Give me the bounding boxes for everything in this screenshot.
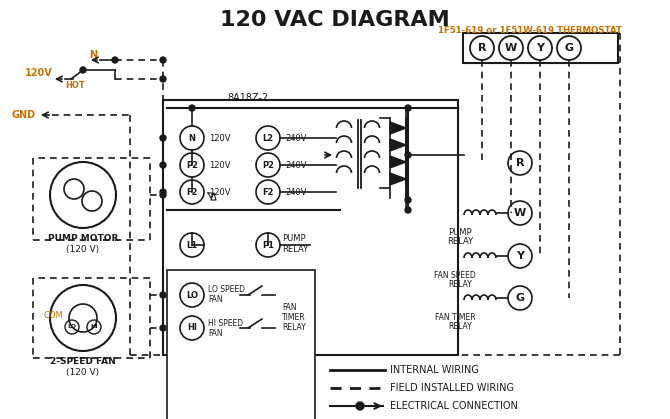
Text: FIELD INSTALLED WIRING: FIELD INSTALLED WIRING: [390, 383, 514, 393]
Text: HOT: HOT: [65, 80, 85, 90]
Circle shape: [405, 105, 411, 111]
Text: (120 V): (120 V): [66, 368, 100, 377]
Circle shape: [160, 135, 166, 141]
Text: HI: HI: [187, 323, 197, 333]
Text: F2: F2: [186, 187, 198, 197]
Text: N: N: [188, 134, 196, 142]
Bar: [163, 100, 458, 355]
Circle shape: [356, 402, 364, 410]
Circle shape: [160, 325, 166, 331]
Text: L1: L1: [186, 241, 198, 249]
Text: Y: Y: [516, 251, 524, 261]
Bar: [167, 270, 315, 419]
Text: (120 V): (120 V): [66, 245, 100, 254]
Text: FAN: FAN: [282, 303, 297, 313]
Text: FAN SPEED: FAN SPEED: [434, 271, 476, 280]
Circle shape: [160, 162, 166, 168]
Text: RELAY: RELAY: [282, 323, 306, 333]
Polygon shape: [390, 122, 406, 134]
Text: RELAY: RELAY: [448, 280, 472, 289]
Circle shape: [405, 207, 411, 213]
Circle shape: [405, 152, 411, 158]
Text: R: R: [516, 158, 524, 168]
Text: P1: P1: [262, 241, 274, 249]
Text: LO SPEED: LO SPEED: [208, 285, 245, 295]
Text: TIMER: TIMER: [282, 313, 306, 323]
Circle shape: [112, 57, 118, 63]
Text: P2: P2: [262, 160, 274, 170]
Text: W: W: [514, 208, 526, 218]
Circle shape: [405, 197, 411, 203]
Polygon shape: [390, 156, 406, 168]
Polygon shape: [390, 139, 406, 151]
Text: 2-SPEED FAN: 2-SPEED FAN: [50, 357, 116, 366]
Text: 120V: 120V: [209, 160, 230, 170]
Circle shape: [160, 292, 166, 298]
Text: L2: L2: [263, 134, 273, 142]
Text: P2: P2: [186, 160, 198, 170]
Text: 120 VAC DIAGRAM: 120 VAC DIAGRAM: [220, 10, 450, 30]
Circle shape: [80, 67, 86, 73]
Text: W: W: [505, 43, 517, 53]
Text: 1F51-619 or 1F51W-619 THERMOSTAT: 1F51-619 or 1F51W-619 THERMOSTAT: [438, 26, 622, 35]
Text: COM: COM: [44, 310, 63, 320]
Text: R: R: [478, 43, 486, 53]
Circle shape: [160, 192, 166, 198]
Bar: [463, 33, 618, 63]
Text: INTERNAL WIRING: INTERNAL WIRING: [390, 365, 479, 375]
Text: RELAY: RELAY: [282, 245, 308, 253]
Text: ELECTRICAL CONNECTION: ELECTRICAL CONNECTION: [390, 401, 518, 411]
Text: RELAY: RELAY: [448, 322, 472, 331]
Text: 240V: 240V: [285, 187, 306, 197]
Text: PUMP: PUMP: [282, 233, 306, 243]
Text: FAN: FAN: [208, 328, 222, 337]
Text: LO: LO: [186, 290, 198, 300]
Text: G: G: [515, 293, 525, 303]
Text: PUMP MOTOR: PUMP MOTOR: [48, 234, 118, 243]
Text: 240V: 240V: [285, 160, 306, 170]
Text: PUMP: PUMP: [448, 228, 472, 237]
Circle shape: [160, 189, 166, 195]
Text: RELAY: RELAY: [447, 237, 473, 246]
Text: G: G: [564, 43, 574, 53]
Circle shape: [189, 105, 195, 111]
Text: 240V: 240V: [285, 134, 306, 142]
Text: GND: GND: [12, 110, 36, 120]
Text: F2: F2: [262, 187, 274, 197]
Text: FAN TIMER: FAN TIMER: [435, 313, 475, 322]
Text: 120V: 120V: [209, 187, 230, 197]
Text: N: N: [89, 50, 97, 60]
Text: 120V: 120V: [25, 68, 53, 78]
Circle shape: [160, 57, 166, 63]
Polygon shape: [390, 173, 406, 185]
Text: 120V: 120V: [209, 134, 230, 142]
Circle shape: [160, 76, 166, 82]
Text: Y: Y: [536, 43, 544, 53]
Text: HI SPEED: HI SPEED: [208, 318, 243, 328]
Text: FAN: FAN: [208, 295, 222, 305]
Text: HI: HI: [90, 324, 98, 329]
Text: 8A18Z-2: 8A18Z-2: [227, 93, 269, 103]
Text: LO: LO: [68, 324, 76, 329]
